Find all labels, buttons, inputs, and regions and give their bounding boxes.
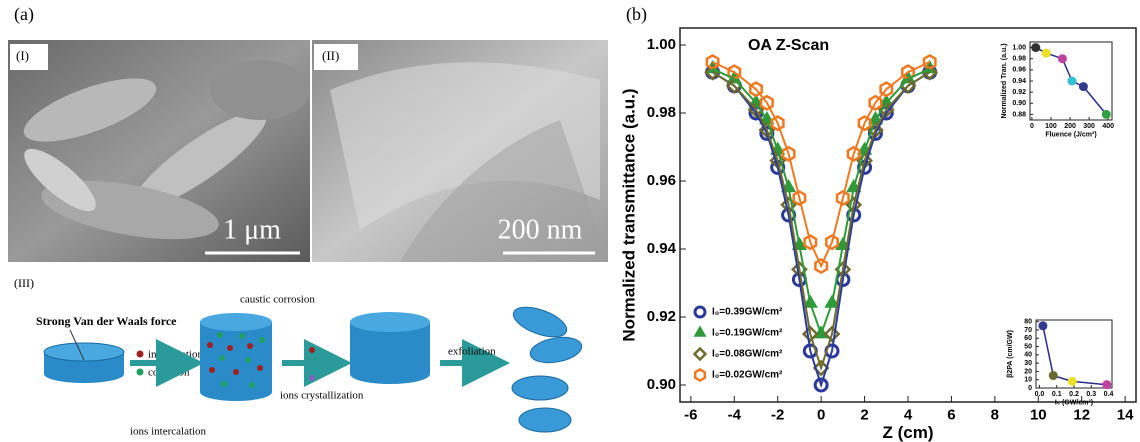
schematic-text: ions intercalation <box>130 426 207 438</box>
data-point <box>1038 321 1047 330</box>
y-tick-label: 0 <box>1028 385 1032 392</box>
scale-label: 200 nm <box>498 214 583 245</box>
schematic: (III) Strong Van der Waals force interca… <box>14 276 584 438</box>
schematic-text: corrosion <box>148 367 190 379</box>
y-tick-label: 40 <box>1024 352 1032 359</box>
x-tick-label: 0 <box>1030 123 1034 130</box>
y-tick-label: 70 <box>1024 327 1032 334</box>
x-tick-label: 0.0 <box>1035 391 1045 398</box>
y-tick-label: 0.90 <box>1012 100 1026 107</box>
legend-label: I₀=0.39GW/cm² <box>712 307 783 318</box>
schematic-text: intercalation <box>148 349 203 361</box>
x-tick-label: 300 <box>1083 123 1095 130</box>
y-tick-label: 0.96 <box>647 172 676 189</box>
x-tick-label: 4 <box>904 406 913 423</box>
schematic-text: Strong Van der Waals force <box>36 314 177 328</box>
image-label: (I) <box>16 48 29 63</box>
y-tick-label: 30 <box>1024 360 1032 367</box>
image-label: (II) <box>322 48 339 63</box>
y-tick-label: 20 <box>1024 368 1032 375</box>
legend-label: I₀=0.19GW/cm² <box>712 328 783 339</box>
y-tick-label: 0.88 <box>1012 111 1026 118</box>
data-point <box>1067 77 1076 86</box>
y-tick-label: 0.92 <box>1012 89 1026 96</box>
y-tick-label: 50 <box>1024 343 1032 350</box>
sem-image-1: (I) 1 μm <box>8 40 310 262</box>
legend-label: I₀=0.02GW/cm² <box>712 370 783 381</box>
legend-label: I₀=0.08GW/cm² <box>712 349 783 360</box>
panel-label: (a) <box>14 4 34 25</box>
data-point <box>1031 43 1040 52</box>
x-tick-label: 0.3 <box>1086 391 1096 398</box>
y-tick-label: 0.96 <box>1012 67 1026 74</box>
x-tick-label: 0 <box>817 406 825 423</box>
y-tick-label: 60 <box>1024 335 1032 342</box>
x-tick-label: -4 <box>728 406 742 423</box>
y-axis-label: Normalized transmittance (a.u.) <box>619 88 638 341</box>
schematic-label: (III) <box>14 276 34 290</box>
x-axis-label: I₀ (GW/cm²) <box>1055 400 1093 407</box>
y-axis-label: Normalized Tran. (a.u.) <box>1001 43 1008 118</box>
data-point <box>1068 377 1077 386</box>
x-tick-label: 200 <box>1064 123 1076 130</box>
x-tick-label: -2 <box>771 406 784 423</box>
data-point <box>1049 371 1058 380</box>
data-point <box>1042 49 1051 58</box>
x-tick-label: 10 <box>1030 406 1047 423</box>
x-axis-label: Z (cm) <box>883 423 934 442</box>
figure: (a) (I) 1 μm (II) 200 nm (III) Strong Va… <box>0 0 1140 442</box>
x-tick-label: 6 <box>947 406 955 423</box>
y-tick-label: 1.00 <box>647 36 676 53</box>
y-tick-label: 0.94 <box>647 240 677 257</box>
y-tick-label: 0.94 <box>1012 78 1026 85</box>
schematic-text: ions crystallization <box>280 390 364 402</box>
annotation: OA Z-Scan <box>748 37 829 54</box>
data-point <box>1079 82 1088 91</box>
y-tick-label: 0.90 <box>647 376 676 393</box>
x-tick-label: 0.2 <box>1069 391 1079 398</box>
y-tick-label: 0.98 <box>647 104 676 121</box>
x-tick-label: 12 <box>1073 406 1090 423</box>
schematic-text: caustic corrosion <box>240 294 315 306</box>
y-tick-label: 10 <box>1024 377 1032 384</box>
x-tick-label: 0.1 <box>1052 391 1062 398</box>
sem-image-2: (II) 200 nm <box>312 40 608 262</box>
data-point <box>1102 380 1111 389</box>
y-tick-label: 80 <box>1024 319 1032 326</box>
scale-label: 1 μm <box>223 214 281 245</box>
y-tick-label: 1.00 <box>1012 44 1026 51</box>
panel-label: (b) <box>626 4 647 25</box>
x-tick-label: 0.4 <box>1104 391 1114 398</box>
y-tick-label: 0.98 <box>1012 56 1026 63</box>
x-axis-label: Fluence (J/cm²) <box>1045 132 1096 139</box>
x-tick-label: 400 <box>1102 123 1114 130</box>
schematic-text: exfoliation <box>448 346 496 358</box>
x-tick-label: 14 <box>1117 406 1134 423</box>
x-tick-label: 100 <box>1045 123 1057 130</box>
data-point <box>1102 110 1111 119</box>
x-tick-label: -6 <box>684 406 697 423</box>
x-tick-label: 2 <box>860 406 868 423</box>
y-tick-label: 0.92 <box>647 308 676 325</box>
y-axis-label: β2PA (cm/GW) <box>1007 330 1014 378</box>
x-tick-label: 8 <box>991 406 999 423</box>
data-point <box>1058 54 1067 63</box>
